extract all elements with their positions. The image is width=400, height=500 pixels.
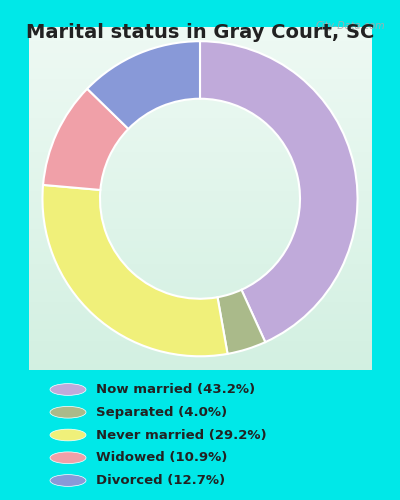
Wedge shape [43, 89, 128, 190]
Text: City-Data.com: City-Data.com [315, 20, 385, 30]
Text: Divorced (12.7%): Divorced (12.7%) [96, 474, 225, 487]
Text: Separated (4.0%): Separated (4.0%) [96, 406, 227, 419]
Circle shape [50, 384, 86, 396]
Text: Now married (43.2%): Now married (43.2%) [96, 383, 255, 396]
Wedge shape [218, 290, 265, 354]
Text: Marital status in Gray Court, SC: Marital status in Gray Court, SC [26, 22, 374, 42]
Wedge shape [87, 41, 200, 129]
Circle shape [50, 406, 86, 418]
Circle shape [50, 452, 86, 464]
Text: Never married (29.2%): Never married (29.2%) [96, 428, 267, 442]
Wedge shape [42, 185, 228, 356]
Circle shape [50, 474, 86, 486]
Circle shape [50, 429, 86, 441]
Text: Widowed (10.9%): Widowed (10.9%) [96, 451, 227, 464]
Wedge shape [200, 41, 358, 342]
